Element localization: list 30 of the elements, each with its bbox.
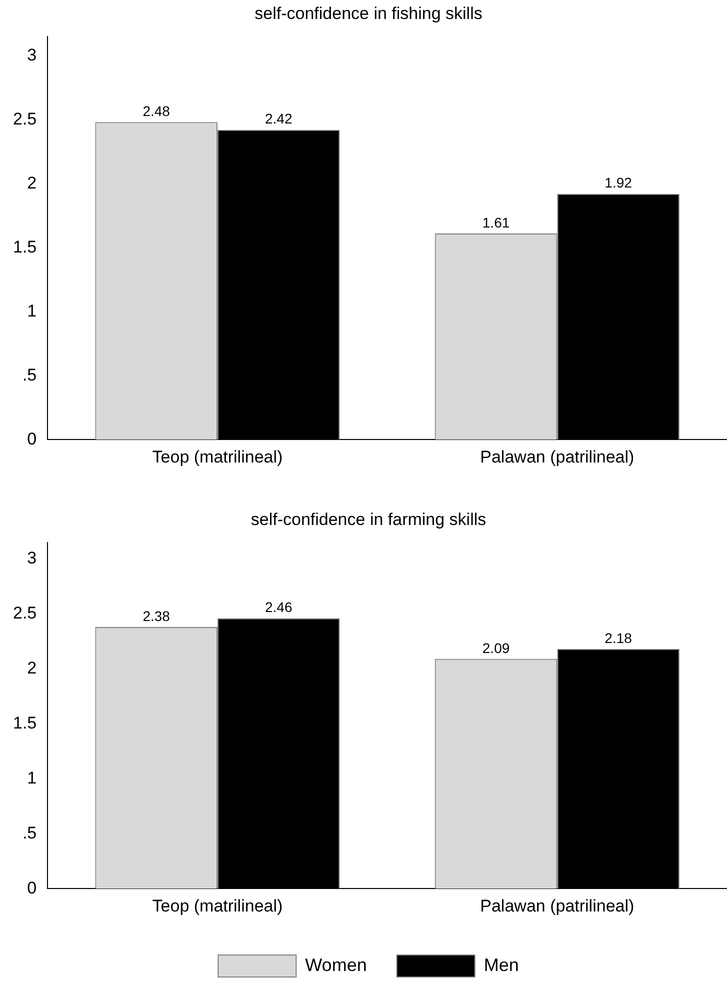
y-tick-label: 1 bbox=[27, 768, 37, 788]
y-tick-label: 2 bbox=[27, 658, 37, 678]
data-label: 2.42 bbox=[264, 110, 292, 127]
legend-label: Men bbox=[484, 954, 519, 975]
x-tick-label: Palawan (patrilineal) bbox=[480, 896, 634, 916]
data-label: 2.38 bbox=[142, 608, 170, 624]
data-label: 2.48 bbox=[142, 103, 170, 120]
data-label: 1.92 bbox=[604, 174, 632, 191]
y-tick-label: 1 bbox=[27, 301, 37, 320]
y-tick-label: 2.5 bbox=[12, 604, 37, 623]
y-tick-label: 2.5 bbox=[12, 109, 37, 128]
data-label: 1.61 bbox=[482, 214, 510, 230]
data-label: 2.09 bbox=[482, 640, 510, 656]
y-tick-label: 0 bbox=[27, 429, 37, 448]
legend-label: Women bbox=[305, 954, 367, 975]
x-tick-label: Teop (matrilineal) bbox=[152, 896, 283, 916]
data-label: 2.18 bbox=[604, 630, 632, 646]
y-tick-label: 1.5 bbox=[12, 237, 37, 256]
y-tick-label: .5 bbox=[22, 365, 37, 384]
chart-title: self-confidence in farming skills bbox=[250, 510, 486, 529]
y-tick-label: 3 bbox=[27, 548, 37, 568]
x-tick-label: Palawan (patrilineal) bbox=[480, 447, 634, 466]
chart-title: self-confidence in fishing skills bbox=[254, 4, 482, 23]
x-tick-label: Teop (matrilineal) bbox=[152, 447, 283, 466]
y-tick-label: 3 bbox=[27, 45, 37, 64]
y-tick-label: 1.5 bbox=[12, 713, 37, 732]
data-label: 2.46 bbox=[264, 599, 292, 616]
y-tick-label: 2 bbox=[27, 173, 37, 192]
y-tick-label: .5 bbox=[22, 823, 37, 842]
y-tick-label: 0 bbox=[27, 878, 37, 898]
